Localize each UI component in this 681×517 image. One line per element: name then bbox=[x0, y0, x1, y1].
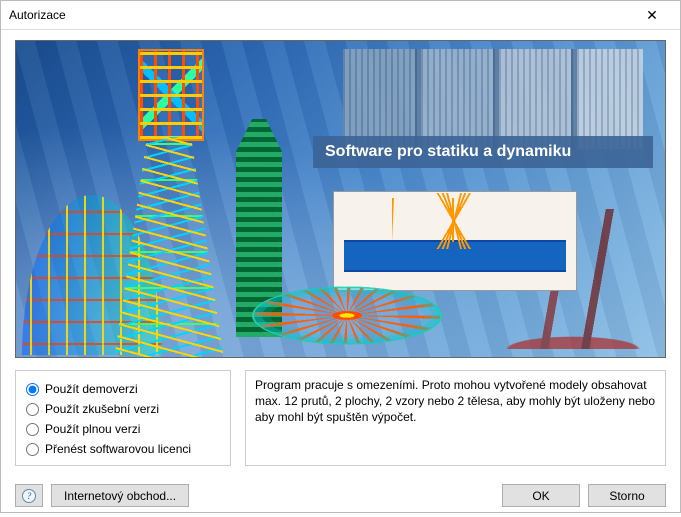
bridge-cables-graphic bbox=[367, 193, 547, 249]
description-panel: Program pracuje s omezeními. Proto mohou… bbox=[245, 370, 666, 466]
close-button[interactable]: ✕ bbox=[632, 1, 672, 29]
radio-transfer[interactable] bbox=[26, 443, 39, 456]
option-demo-label: Použít demoverzi bbox=[45, 382, 138, 396]
webshop-button[interactable]: Internetový obchod... bbox=[51, 484, 189, 507]
help-button[interactable]: ? bbox=[15, 484, 43, 507]
svg-text:?: ? bbox=[27, 491, 32, 501]
disc-model-graphic bbox=[252, 287, 442, 345]
option-full[interactable]: Použít plnou verzi bbox=[26, 419, 220, 439]
option-full-label: Použít plnou verzi bbox=[45, 422, 140, 436]
middle-row: Použít demoverzi Použít zkušební verzi P… bbox=[15, 370, 666, 466]
option-demo[interactable]: Použít demoverzi bbox=[26, 379, 220, 399]
ok-button[interactable]: OK bbox=[502, 484, 580, 507]
radio-trial[interactable] bbox=[26, 403, 39, 416]
cancel-button[interactable]: Storno bbox=[588, 484, 666, 507]
option-transfer[interactable]: Přenést softwarovou licenci bbox=[26, 439, 220, 459]
close-icon: ✕ bbox=[646, 7, 658, 24]
option-transfer-label: Přenést softwarovou licenci bbox=[45, 442, 191, 456]
banner-image: Software pro statiku a dynamiku bbox=[15, 40, 666, 358]
version-options-group: Použít demoverzi Použít zkušební verzi P… bbox=[15, 370, 231, 466]
dialog-content: Software pro statiku a dynamiku Použít d… bbox=[1, 30, 680, 476]
titlebar: Autorizace ✕ bbox=[1, 1, 680, 30]
tower-model-graphic bbox=[114, 49, 224, 358]
help-icon: ? bbox=[21, 488, 37, 504]
buildings-graphic bbox=[343, 49, 643, 149]
radio-full[interactable] bbox=[26, 423, 39, 436]
window-title: Autorizace bbox=[9, 8, 632, 22]
option-trial[interactable]: Použít zkušební verzi bbox=[26, 399, 220, 419]
dialog-footer: ? Internetový obchod... OK Storno bbox=[1, 476, 680, 517]
radio-demo[interactable] bbox=[26, 383, 39, 396]
authorization-dialog: Autorizace ✕ Software pro statiku a dyna… bbox=[0, 0, 681, 513]
option-trial-label: Použít zkušební verzi bbox=[45, 402, 159, 416]
banner-tagline: Software pro statiku a dynamiku bbox=[313, 136, 653, 168]
